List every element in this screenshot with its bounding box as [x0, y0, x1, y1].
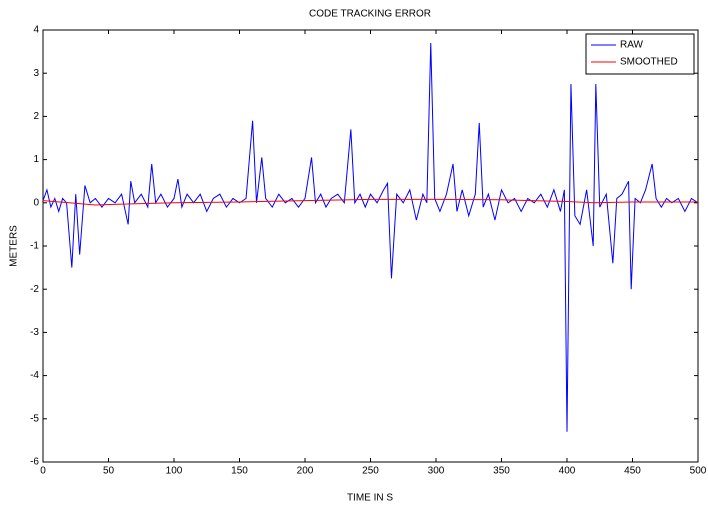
y-tick-label: -3: [30, 327, 39, 338]
chart-title: CODE TRACKING ERROR: [309, 9, 431, 20]
data-line: [42, 198, 698, 206]
x-tick-label: 500: [690, 466, 707, 477]
x-tick-label: 450: [624, 466, 641, 477]
x-tick-label: 300: [428, 466, 445, 477]
plot-frame: [42, 29, 699, 463]
y-tick-label: -6: [30, 457, 39, 468]
x-tick-label: 100: [166, 466, 183, 477]
legend-label: RAW: [620, 40, 644, 51]
x-tick-label: 150: [231, 466, 248, 477]
y-tick-label: -1: [30, 241, 39, 252]
y-tick-label: -4: [30, 370, 39, 381]
x-tick-label: 250: [362, 466, 379, 477]
legend-box: [585, 33, 695, 75]
x-tick-label: 350: [493, 466, 510, 477]
x-tick-label: 200: [297, 466, 314, 477]
legend-label: SMOOTHED: [620, 57, 678, 68]
y-tick-label: 2: [33, 111, 39, 122]
x-axis-label: TIME IN S: [347, 493, 393, 504]
x-tick-label: 400: [559, 466, 576, 477]
y-tick-label: 4: [33, 25, 39, 36]
y-tick-label: -5: [30, 413, 39, 424]
y-tick-label: 3: [33, 68, 39, 79]
y-tick-label: 1: [33, 154, 39, 165]
y-axis-label: METERS: [9, 225, 20, 267]
x-tick-label: 0: [40, 466, 46, 477]
y-tick-label: -2: [30, 284, 39, 295]
data-line: [42, 42, 699, 432]
x-tick-label: 50: [103, 466, 115, 477]
y-tick-label: 0: [33, 197, 39, 208]
